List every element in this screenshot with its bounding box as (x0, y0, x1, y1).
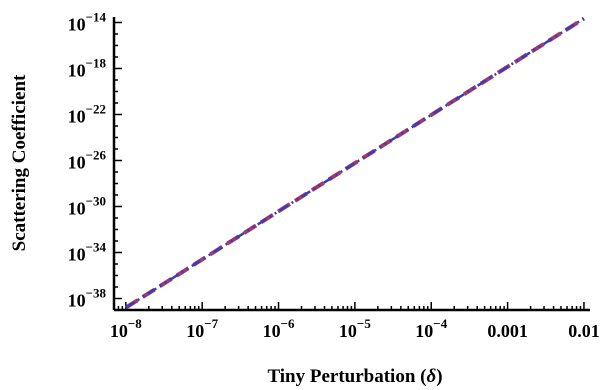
series-layer (124, 16, 586, 310)
x-tick-label: 10−7 (186, 316, 218, 341)
y-tick-label: 10−22 (68, 101, 106, 126)
x-tick-label: 0.01 (568, 321, 600, 341)
x-tick-label: 0.001 (487, 321, 528, 341)
x-axis: 10−8 10−7 10−6 10−5 10−4 0.001 0.01 (110, 302, 600, 341)
x-tick-label: 10−8 (110, 316, 142, 341)
x-axis-title: Tiny Perturbation (δ) (267, 366, 442, 387)
series-line-2 (125, 17, 585, 309)
y-axis-title: Scattering Coefficient (9, 74, 30, 251)
x-tick-label: 10−5 (339, 316, 371, 341)
y-tick-label: 10−14 (68, 9, 107, 34)
x-tick-label: 10−4 (415, 316, 447, 341)
y-tick-label: 10−34 (68, 239, 107, 264)
y-tick-label: 10−30 (68, 193, 106, 218)
y-axis: 10−38 10−34 10−30 10−26 10−22 10−18 10−14 (68, 9, 122, 311)
y-tick-label: 10−38 (68, 285, 107, 310)
y-tick-label: 10−18 (68, 55, 107, 80)
x-tick-label: 10−6 (263, 316, 295, 341)
y-tick-label: 10−26 (68, 147, 107, 172)
